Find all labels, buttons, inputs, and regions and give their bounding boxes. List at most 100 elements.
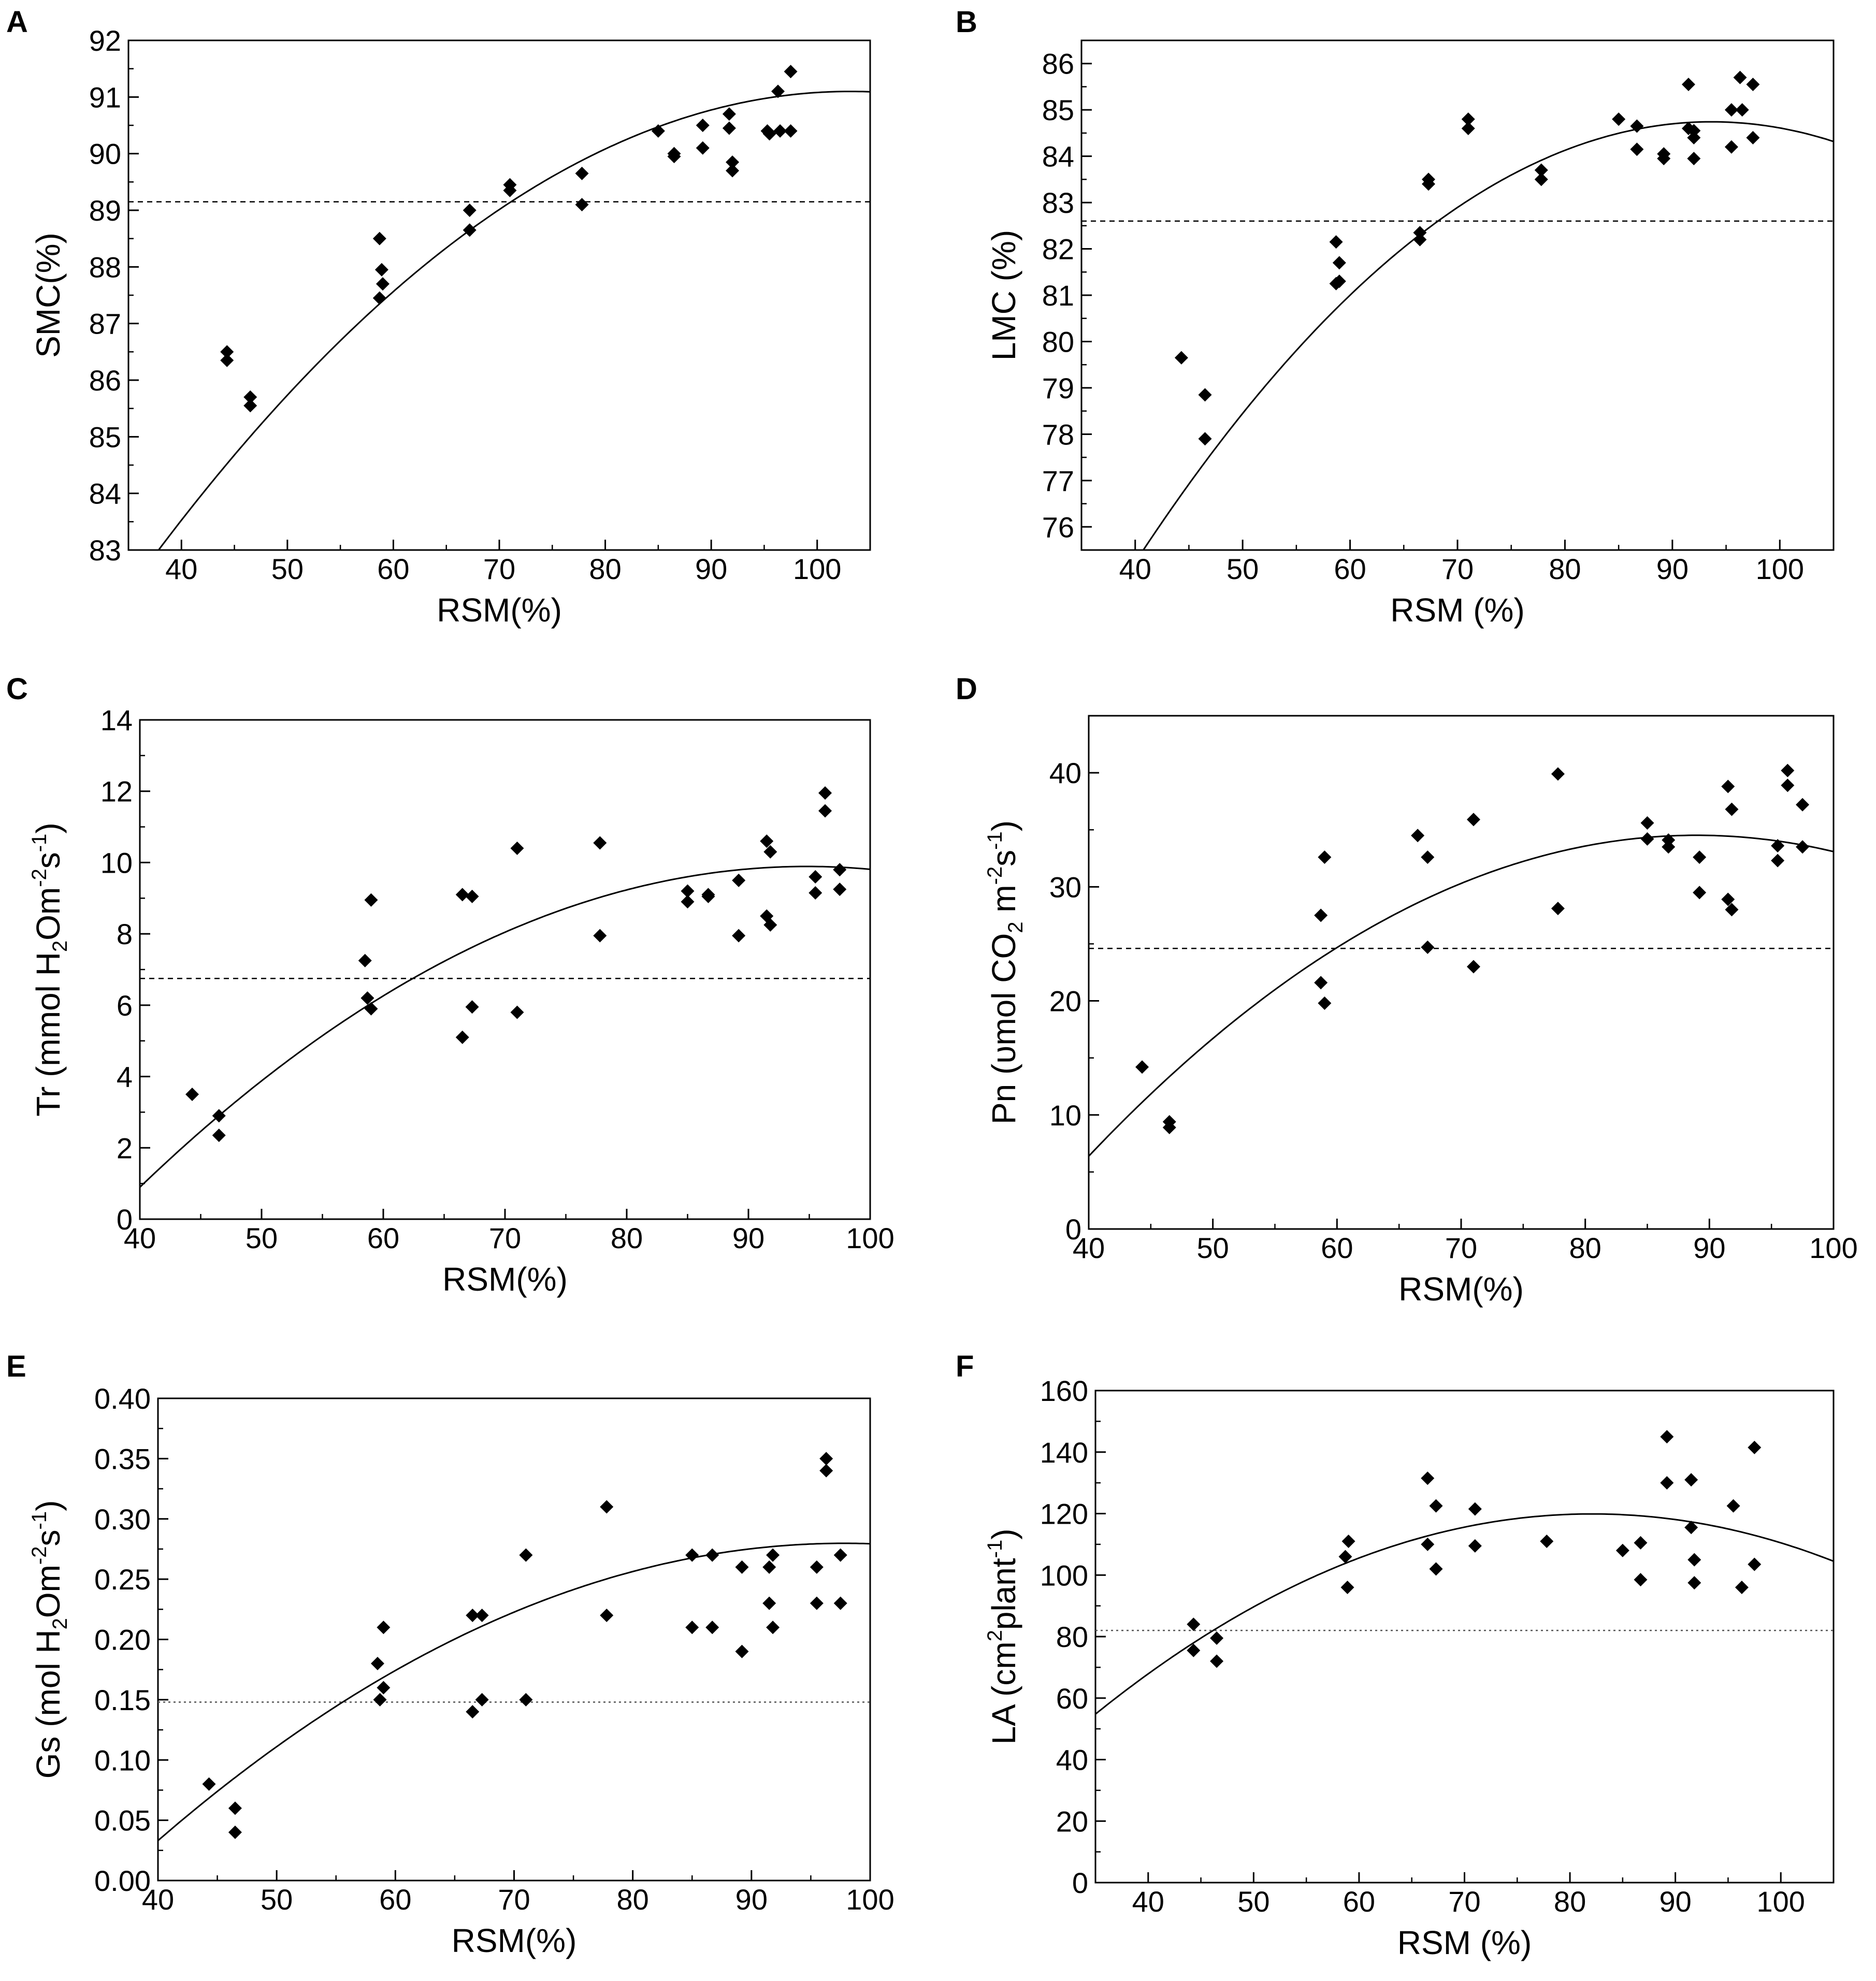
y-tick-label: 40 [1056, 1744, 1088, 1776]
y-tick-label: 0.35 [94, 1442, 151, 1475]
data-point [1413, 233, 1427, 247]
data-point [1687, 152, 1701, 166]
fit-curve [1142, 121, 1834, 550]
x-tick-label: 60 [379, 1883, 411, 1916]
y-axis-title: SMC(%) [30, 233, 67, 358]
data-point [1468, 1502, 1482, 1516]
data-point [360, 991, 374, 1005]
x-tick-label: 70 [483, 553, 515, 585]
data-point [762, 1596, 776, 1610]
x-axis-title: RSM(%) [437, 591, 562, 629]
data-point [705, 1621, 719, 1635]
fit-curve [157, 91, 870, 550]
data-point [1662, 840, 1676, 854]
x-tick-label: 100 [1756, 553, 1804, 585]
data-point [1735, 1581, 1749, 1594]
x-tick-label: 50 [246, 1222, 278, 1254]
data-point [1329, 277, 1343, 291]
data-point [1634, 1573, 1648, 1587]
x-tick-label: 40 [1119, 553, 1151, 585]
panel-letter: E [6, 1350, 26, 1383]
fit-curve [1089, 834, 1834, 1157]
panel-letter: D [956, 672, 977, 706]
data-point [1726, 1499, 1740, 1513]
data-point [810, 1596, 824, 1610]
x-tick-label: 70 [498, 1883, 530, 1916]
data-point [185, 1088, 199, 1101]
data-point [833, 883, 847, 896]
panel-letter: A [6, 5, 28, 39]
data-point [1687, 124, 1701, 138]
y-tick-label: 78 [1042, 418, 1074, 451]
panel-c: C 40 50 60 70 80 90 100 0 2 4 6 8 10 12 14 RSM(%) Tr (mmo… [6, 672, 894, 1298]
x-tick-label: 90 [1656, 553, 1689, 585]
data-point [1174, 351, 1188, 365]
y-tick-label: 20 [1056, 1805, 1088, 1838]
data-point [1198, 388, 1212, 402]
data-point [1534, 172, 1548, 186]
plot-frame [157, 1397, 871, 1882]
data-point [1210, 1654, 1224, 1668]
y-tick-label: 86 [89, 364, 121, 397]
data-point [1681, 77, 1695, 91]
data-point [1551, 767, 1565, 781]
data-point [1687, 1576, 1701, 1590]
data-point [1733, 70, 1747, 84]
plot-frame [127, 39, 871, 551]
panel-e: E 40 50 60 70 80 90 100 0.00 0.05 0.10 0.15 0.20 0.25… [6, 1350, 894, 1959]
data-point [1721, 779, 1735, 793]
data-point [1687, 131, 1701, 144]
data-point [1318, 996, 1332, 1010]
data-point [819, 1452, 833, 1466]
data-point [1540, 1534, 1554, 1548]
y-tick-label: 30 [1049, 871, 1081, 903]
x-tick-label: 90 [695, 553, 727, 585]
data-point [1630, 119, 1644, 133]
y-tick-label: 14 [100, 704, 133, 736]
y-tick-label: 20 [1049, 985, 1081, 1018]
data-point [575, 198, 589, 212]
fit-curve [158, 1542, 870, 1842]
data-point [1724, 103, 1738, 117]
plot-frame [139, 719, 871, 1220]
data-point [1725, 802, 1739, 816]
data-point [763, 845, 777, 859]
x-tick-label: 90 [735, 1883, 768, 1916]
data-point [202, 1777, 216, 1791]
data-point [1781, 778, 1795, 792]
data-point [1421, 1537, 1435, 1551]
data-point [818, 804, 832, 818]
fit-curve [1095, 1513, 1834, 1715]
data-point [1413, 226, 1427, 240]
data-point [358, 953, 372, 967]
x-axis-title: RSM(%) [442, 1261, 568, 1298]
data-point [784, 65, 798, 79]
data-point [1318, 850, 1332, 864]
data-point [212, 1129, 226, 1143]
data-point [1612, 112, 1626, 126]
data-point [696, 119, 710, 132]
data-point [1721, 892, 1735, 906]
data-point [1340, 1581, 1354, 1594]
data-point [1748, 1440, 1762, 1454]
data-point [1551, 902, 1565, 916]
data-point [819, 1464, 833, 1478]
data-point [1660, 1430, 1674, 1444]
y-axis-title: Tr (mmol H2Om-2s-1) [28, 822, 71, 1116]
y-tick-label: 10 [1049, 1099, 1081, 1132]
y-axis-title: LMC (%) [985, 230, 1022, 360]
y-tick-label: 82 [1042, 233, 1074, 266]
data-point [1466, 960, 1480, 974]
data-point [1725, 903, 1739, 917]
data-point [575, 166, 589, 180]
data-point [732, 929, 746, 943]
y-tick-label: 88 [89, 251, 121, 283]
plot-frame [1088, 715, 1835, 1230]
x-axis-title: RSM(%) [452, 1922, 577, 1959]
x-tick-label: 70 [1448, 1885, 1480, 1918]
data-point [735, 1644, 749, 1658]
data-point [833, 1548, 847, 1562]
data-point [1411, 829, 1425, 843]
x-tick-label: 90 [1659, 1885, 1691, 1918]
y-tick-label: 85 [1042, 94, 1074, 126]
